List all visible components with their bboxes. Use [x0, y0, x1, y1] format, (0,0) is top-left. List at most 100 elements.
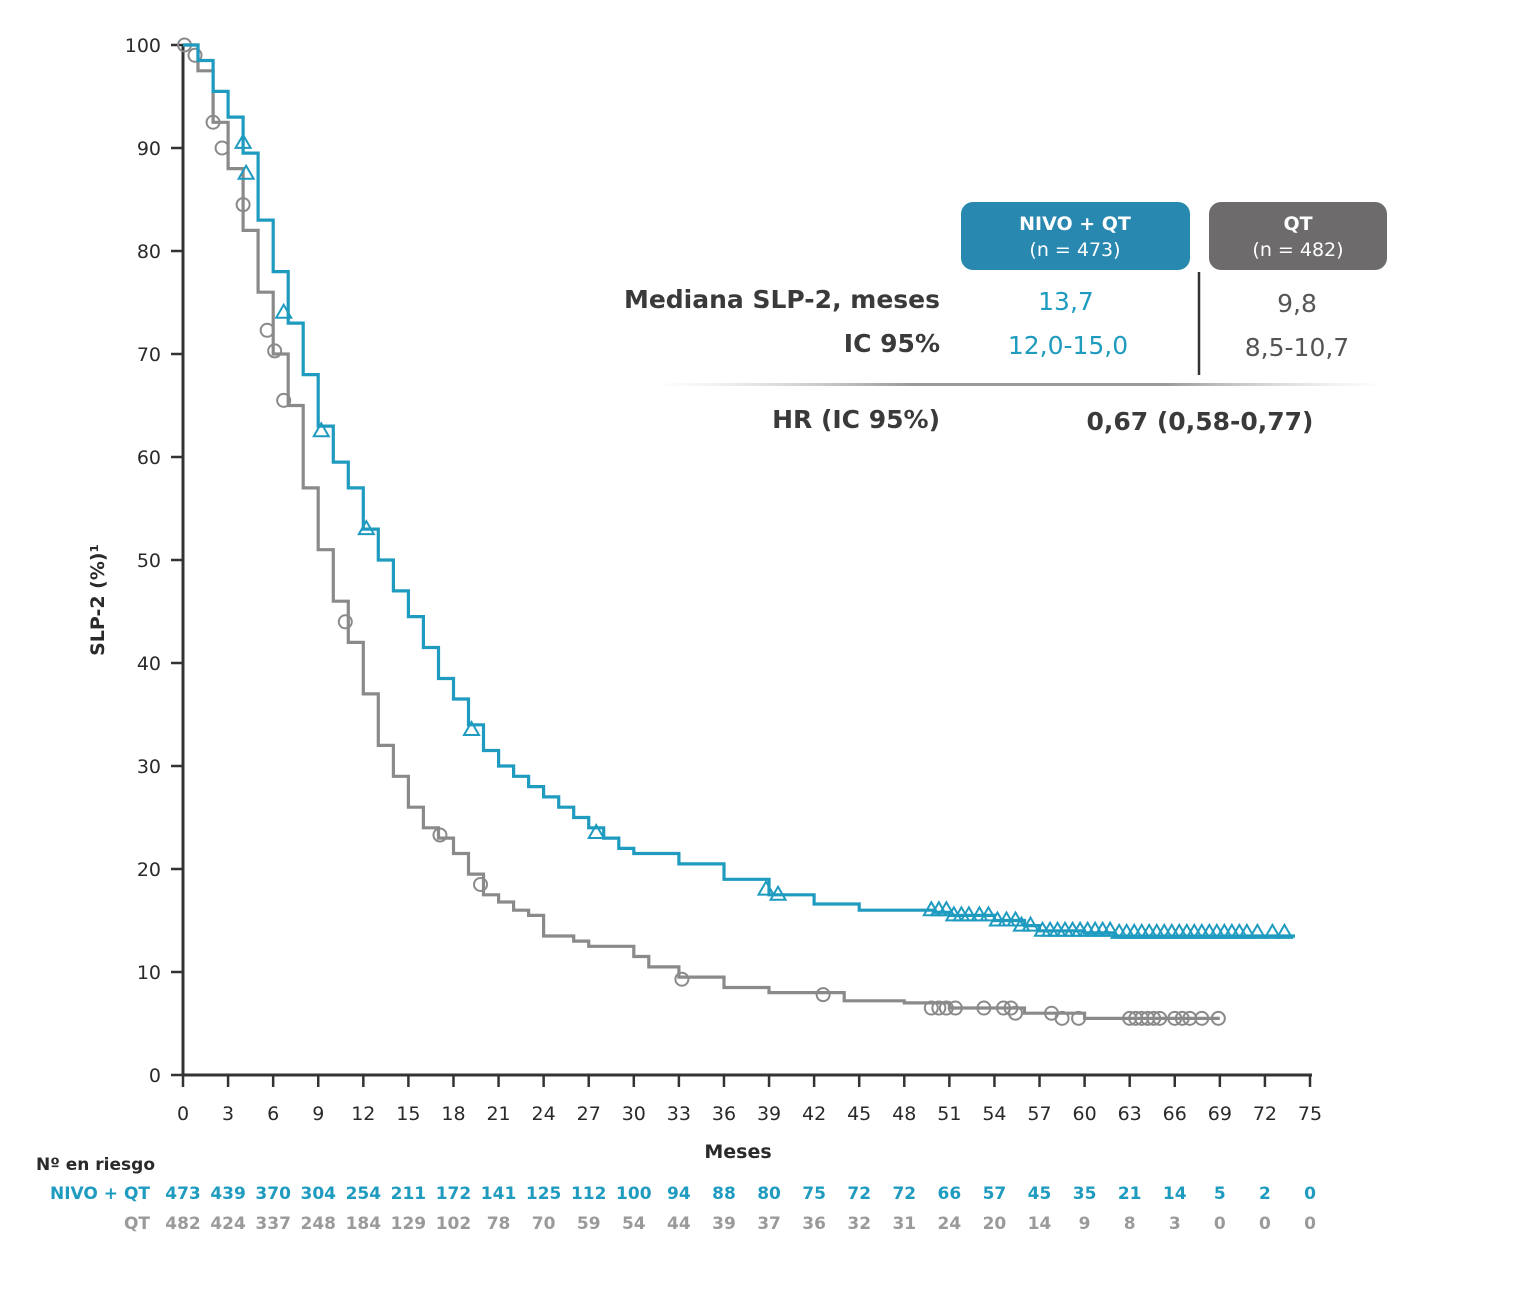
risk-count: 21 — [1118, 1184, 1142, 1204]
x-tick-label: 51 — [937, 1103, 961, 1125]
risk-count: 0 — [1259, 1214, 1271, 1234]
censor-marker-nivo-qt — [988, 910, 1007, 927]
header-qt-name: QT — [1283, 213, 1312, 235]
censor-marker-nivo-qt — [462, 719, 481, 736]
y-tick-label: 0 — [149, 1065, 161, 1087]
row-label-ic95: IC 95% — [844, 329, 940, 358]
censor-marker-qt — [214, 140, 230, 156]
censor-marker-qt — [815, 987, 831, 1003]
x-tick-label: 21 — [486, 1103, 510, 1125]
x-tick-label: 30 — [622, 1103, 646, 1125]
censor-marker-nivo-qt — [357, 519, 376, 536]
risk-count: 370 — [255, 1184, 291, 1204]
risk-count: 88 — [712, 1184, 736, 1204]
y-tick-label: 100 — [125, 35, 161, 57]
censor-marker-qt — [1007, 1005, 1023, 1021]
hr-label: HR (IC 95%) — [772, 405, 940, 434]
x-tick-label: 15 — [396, 1103, 420, 1125]
row-label-mediana: Mediana SLP-2, meses — [624, 285, 940, 314]
censor-marker-qt — [276, 392, 292, 408]
x-tick-label: 12 — [351, 1103, 375, 1125]
y-tick-label: 90 — [137, 138, 161, 160]
x-tick-label: 42 — [802, 1103, 826, 1125]
risk-count: 172 — [436, 1184, 472, 1204]
header-qt-n: (n = 482) — [1252, 239, 1343, 261]
mediana-qt-value: 9,8 — [1277, 289, 1317, 318]
x-tick-label: 6 — [267, 1103, 279, 1125]
risk-count: 32 — [847, 1214, 871, 1234]
censor-marker-nivo-qt — [1263, 922, 1282, 939]
censor-marker-nivo-qt — [959, 905, 979, 922]
row-separator — [655, 383, 1385, 386]
risk-count: 24 — [938, 1214, 962, 1234]
risk-count: 5 — [1214, 1184, 1226, 1204]
censor-marker-qt — [1152, 1010, 1168, 1026]
risk-count: 44 — [667, 1214, 691, 1234]
risk-count: 0 — [1304, 1184, 1316, 1204]
risk-row-label: NIVO + QT — [50, 1184, 150, 1204]
risk-count: 254 — [346, 1184, 382, 1204]
censor-marker-qt — [205, 114, 221, 130]
risk-count: 54 — [622, 1214, 646, 1234]
censor-marker-nivo-qt — [970, 905, 989, 922]
x-tick-label: 48 — [892, 1103, 916, 1125]
censor-marker-qt — [931, 1000, 947, 1016]
risk-count: 337 — [255, 1214, 291, 1234]
censor-marker-qt — [473, 876, 489, 892]
x-tick-label: 39 — [757, 1103, 781, 1125]
censor-marker-qt — [923, 1000, 939, 1016]
risk-count: 482 — [165, 1214, 201, 1234]
censor-marker-nivo-qt — [756, 879, 776, 896]
risk-count: 125 — [526, 1184, 562, 1204]
x-tick-label: 0 — [177, 1103, 189, 1125]
header-qt-box — [1209, 202, 1387, 270]
y-axis-title: SLP-2 (%)¹ — [87, 544, 109, 656]
risk-count: 57 — [983, 1184, 1007, 1204]
risk-count: 66 — [938, 1184, 962, 1204]
risk-count: 129 — [391, 1214, 427, 1234]
risk-count: 473 — [165, 1184, 201, 1204]
risk-count: 14 — [1163, 1184, 1187, 1204]
censor-marker-nivo-qt — [312, 421, 331, 438]
risk-row-label: QT — [124, 1214, 150, 1234]
x-tick-label: 3 — [222, 1103, 234, 1125]
censor-marker-qt — [674, 971, 690, 987]
risk-table-header: Nº en riesgo — [36, 1155, 155, 1175]
risk-count: 72 — [892, 1184, 916, 1204]
censor-marker-qt — [976, 1000, 992, 1016]
censor-marker-nivo-qt — [979, 905, 998, 922]
header-nivo-qt-name: NIVO + QT — [1019, 213, 1131, 235]
risk-count: 80 — [757, 1184, 781, 1204]
risk-count: 102 — [436, 1214, 472, 1234]
censor-marker-nivo-qt — [274, 302, 293, 319]
censor-marker-nivo-qt — [1012, 915, 1031, 932]
risk-count: 112 — [571, 1184, 607, 1204]
risk-count: 304 — [300, 1184, 336, 1204]
censor-marker-qt — [1174, 1010, 1190, 1026]
risk-count: 141 — [481, 1184, 517, 1204]
censor-marker-nivo-qt — [1237, 922, 1257, 939]
y-tick-label: 60 — [137, 447, 161, 469]
risk-count: 70 — [532, 1214, 556, 1234]
risk-count: 248 — [300, 1214, 336, 1234]
risk-count: 3 — [1169, 1214, 1181, 1234]
x-tick-label: 9 — [312, 1103, 324, 1125]
y-tick-label: 30 — [137, 756, 161, 778]
risk-count: 20 — [983, 1214, 1007, 1234]
censor-marker-qt — [1054, 1010, 1070, 1026]
risk-count: 439 — [210, 1184, 246, 1204]
censor-marker-qt — [432, 827, 448, 843]
header-nivo-qt-box — [961, 202, 1190, 270]
censor-marker-qt — [337, 614, 353, 630]
y-tick-label: 50 — [137, 550, 161, 572]
x-tick-label: 24 — [532, 1103, 556, 1125]
risk-count: 72 — [847, 1184, 871, 1204]
censor-marker-nivo-qt — [997, 910, 1016, 927]
risk-count: 39 — [712, 1214, 736, 1234]
risk-count: 8 — [1124, 1214, 1136, 1234]
risk-count: 75 — [802, 1184, 826, 1204]
censor-marker-nivo-qt — [1275, 922, 1294, 939]
risk-count: 424 — [210, 1214, 246, 1234]
risk-count: 2 — [1259, 1184, 1271, 1204]
